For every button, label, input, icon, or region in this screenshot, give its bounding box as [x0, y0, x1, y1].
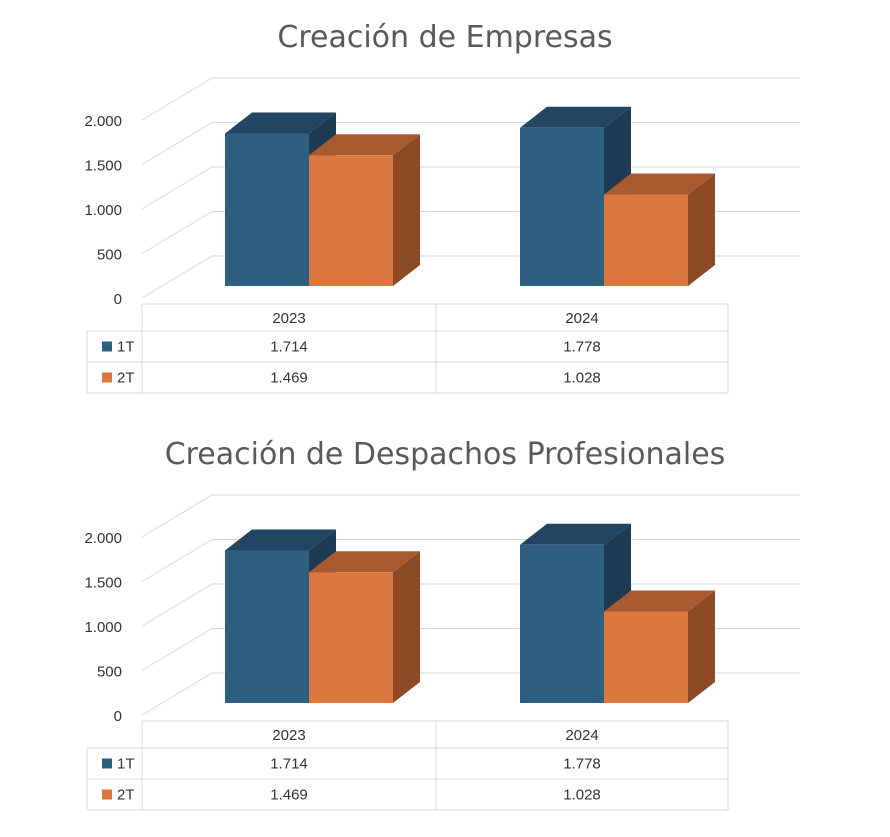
gridline [141, 494, 800, 538]
data-table-value: 1.714 [270, 756, 308, 773]
chart-creacion-empresas: Creación de Empresas 0 500 1.000 1.500 2.000… [84, 20, 800, 394]
data-table-value: 1.714 [270, 339, 308, 356]
legend-swatch [102, 341, 112, 352]
y-tick-label: 500 [97, 664, 122, 681]
data-table-value: 1.028 [563, 787, 601, 804]
bar-top [309, 551, 420, 573]
y-tick-label: 0 [114, 291, 122, 308]
y-tick-label: 1.500 [84, 158, 122, 175]
bar-side [393, 551, 420, 703]
data-table-value: 1.469 [270, 370, 308, 387]
y-tick-label: 500 [97, 247, 122, 264]
bar-1t-2024 [520, 127, 604, 287]
bar-2t-2023 [309, 572, 393, 703]
y-tick-label: 0 [114, 708, 122, 725]
y-tick-label: 2.000 [84, 113, 122, 130]
bar-top [520, 523, 631, 545]
legend-swatch [102, 372, 112, 383]
x-category-label: 2024 [565, 310, 598, 327]
gridline [141, 77, 800, 121]
legend-label: 1T [117, 339, 135, 356]
data-table-value: 1.028 [563, 370, 601, 387]
legend-label: 1T [117, 756, 135, 773]
bar-side [688, 173, 715, 286]
data-table-value: 1.778 [563, 756, 601, 773]
chart-title: Creación de Empresas [277, 20, 613, 55]
x-category-label: 2023 [272, 310, 305, 327]
x-category-label: 2023 [272, 727, 305, 744]
bar-1t-2023 [225, 133, 309, 286]
legend-label: 2T [117, 787, 135, 804]
bar-1t-2024 [520, 544, 604, 703]
bar-top [225, 112, 336, 134]
chart-title: Creación de Despachos Profesionales [164, 437, 726, 472]
y-tick-label: 1.500 [84, 575, 122, 592]
bar-side [688, 590, 715, 703]
legend-label: 2T [117, 370, 135, 387]
bar-side [393, 134, 420, 286]
bar-2t-2024 [604, 611, 688, 703]
bar-2t-2023 [309, 155, 393, 286]
y-tick-label: 1.000 [84, 202, 122, 219]
bar-2t-2024 [604, 194, 688, 286]
bar-top [225, 529, 336, 551]
data-table-value: 1.469 [270, 787, 308, 804]
bar-top [604, 590, 715, 612]
bar-top [520, 106, 631, 128]
chart-plot: 0 500 1.000 1.500 2.000 2023 2024 1T 1.714 1.778 2… [84, 77, 800, 394]
bar-top [604, 173, 715, 195]
chart-creacion-despachos: Creación de Despachos Profesionales 0 500… [0, 417, 890, 837]
bar-1t-2023 [225, 550, 309, 703]
chart-plot: 0 500 1.000 1.500 2.000 2023 2024 1T 1.714 1.778 2… [84, 494, 800, 811]
legend-swatch [102, 758, 112, 769]
bar-top [309, 134, 420, 156]
legend-swatch [102, 789, 112, 800]
data-table-value: 1.778 [563, 339, 601, 356]
x-category-label: 2024 [565, 727, 598, 744]
y-tick-label: 1.000 [84, 619, 122, 636]
y-tick-label: 2.000 [84, 530, 122, 547]
